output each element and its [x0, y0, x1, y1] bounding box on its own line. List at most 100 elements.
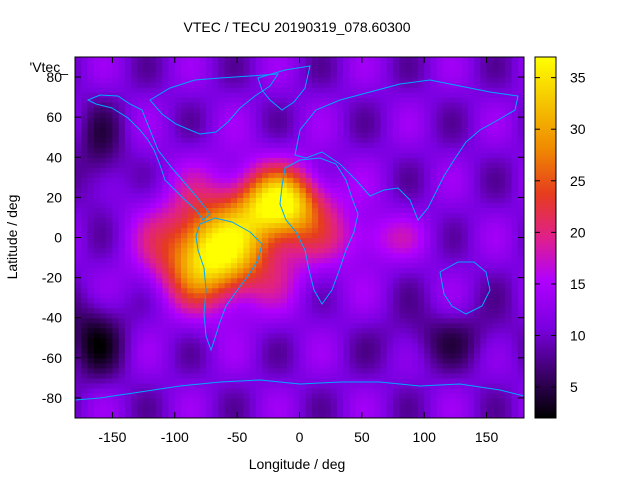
heatmap-cell [405, 57, 413, 63]
heatmap-cell [336, 172, 344, 178]
heatmap-cell [81, 362, 89, 369]
heatmap-cell [243, 92, 251, 98]
heatmap-cell [393, 207, 400, 214]
heatmap-cell [162, 362, 170, 369]
heatmap-cell [374, 277, 382, 284]
heatmap-cell [492, 212, 500, 219]
heatmap-cell [374, 137, 382, 143]
heatmap-cell [449, 332, 457, 339]
heatmap-cell [143, 212, 151, 219]
heatmap-cell [449, 127, 457, 133]
heatmap-cell [505, 347, 513, 354]
heatmap-cell [93, 357, 101, 364]
heatmap-cell [218, 77, 226, 83]
heatmap-cell [393, 142, 400, 148]
heatmap-cell [224, 227, 232, 234]
heatmap-cell [174, 332, 182, 339]
heatmap-cell [336, 347, 344, 354]
heatmap-cell [262, 227, 269, 234]
heatmap-cell [430, 277, 438, 284]
heatmap-cell [262, 207, 269, 214]
heatmap-cell [386, 72, 394, 78]
heatmap-cell [218, 62, 226, 68]
heatmap-cell [355, 232, 363, 239]
heatmap-cell [492, 407, 500, 414]
heatmap-cell [75, 152, 82, 158]
heatmap-cell [324, 302, 332, 309]
heatmap-cell [505, 302, 513, 309]
heatmap-cell [474, 277, 481, 284]
heatmap-cell [411, 287, 419, 294]
heatmap-cell [156, 247, 163, 254]
heatmap-cell [324, 407, 332, 414]
heatmap-cell [268, 247, 276, 254]
heatmap-cell [374, 152, 382, 158]
heatmap-cell [499, 167, 506, 173]
heatmap-cell [149, 92, 157, 98]
heatmap-cell [230, 307, 238, 314]
heatmap-cell [280, 117, 288, 123]
heatmap-cell [299, 397, 307, 404]
heatmap-cell [324, 252, 332, 259]
heatmap-cell [330, 272, 338, 279]
heatmap-cell [436, 162, 444, 168]
heatmap-cell [368, 297, 375, 304]
heatmap-cell [386, 322, 394, 329]
heatmap-cell [218, 237, 226, 244]
heatmap-cell [374, 97, 382, 103]
heatmap-cell [467, 92, 475, 98]
heatmap-cell [399, 227, 407, 234]
heatmap-cell [99, 267, 107, 274]
heatmap-cell [449, 372, 457, 379]
heatmap-cell [405, 382, 413, 389]
heatmap-cell [205, 277, 213, 284]
heatmap-cell [368, 82, 375, 88]
heatmap-cell [131, 72, 138, 78]
heatmap-cell [112, 82, 120, 88]
heatmap-cell [424, 292, 432, 299]
heatmap-cell [424, 277, 432, 284]
heatmap-cell [187, 172, 195, 178]
heatmap-cell [374, 252, 382, 259]
heatmap-cell [405, 67, 413, 73]
heatmap-cell [499, 402, 506, 409]
heatmap-cell [193, 277, 201, 284]
heatmap-cell [243, 287, 251, 294]
heatmap-cell [411, 347, 419, 354]
heatmap-cell [212, 287, 220, 294]
heatmap-cell [118, 407, 126, 414]
heatmap-cell [442, 352, 450, 359]
heatmap-cell [480, 247, 488, 254]
heatmap-cell [224, 277, 232, 284]
heatmap-cell [137, 152, 145, 158]
heatmap-cell [243, 327, 251, 334]
heatmap-cell [199, 77, 207, 83]
heatmap-cell [336, 112, 344, 118]
heatmap-cell [324, 352, 332, 359]
heatmap-cell [336, 362, 344, 369]
heatmap-cell [187, 387, 195, 394]
heatmap-cell [399, 102, 407, 108]
heatmap-cell [461, 132, 469, 138]
heatmap-cell [87, 212, 95, 219]
heatmap-cell [156, 407, 163, 414]
heatmap-cell [336, 257, 344, 264]
heatmap-cell [318, 97, 326, 103]
heatmap-cell [199, 147, 207, 153]
heatmap-cell [411, 222, 419, 229]
heatmap-cell [249, 72, 257, 78]
heatmap-cell [368, 372, 375, 379]
heatmap-cell [305, 177, 313, 183]
heatmap-cell [75, 257, 82, 264]
heatmap-cell [480, 397, 488, 404]
heatmap-cell [106, 397, 114, 404]
heatmap-cell [99, 372, 107, 379]
heatmap-cell [293, 347, 301, 354]
heatmap-cell [193, 122, 201, 128]
heatmap-cell [480, 277, 488, 284]
heatmap-cell [386, 277, 394, 284]
heatmap-cell [311, 172, 319, 178]
heatmap-cell [442, 142, 450, 148]
heatmap-cell [393, 87, 400, 93]
heatmap-cell [243, 167, 251, 173]
